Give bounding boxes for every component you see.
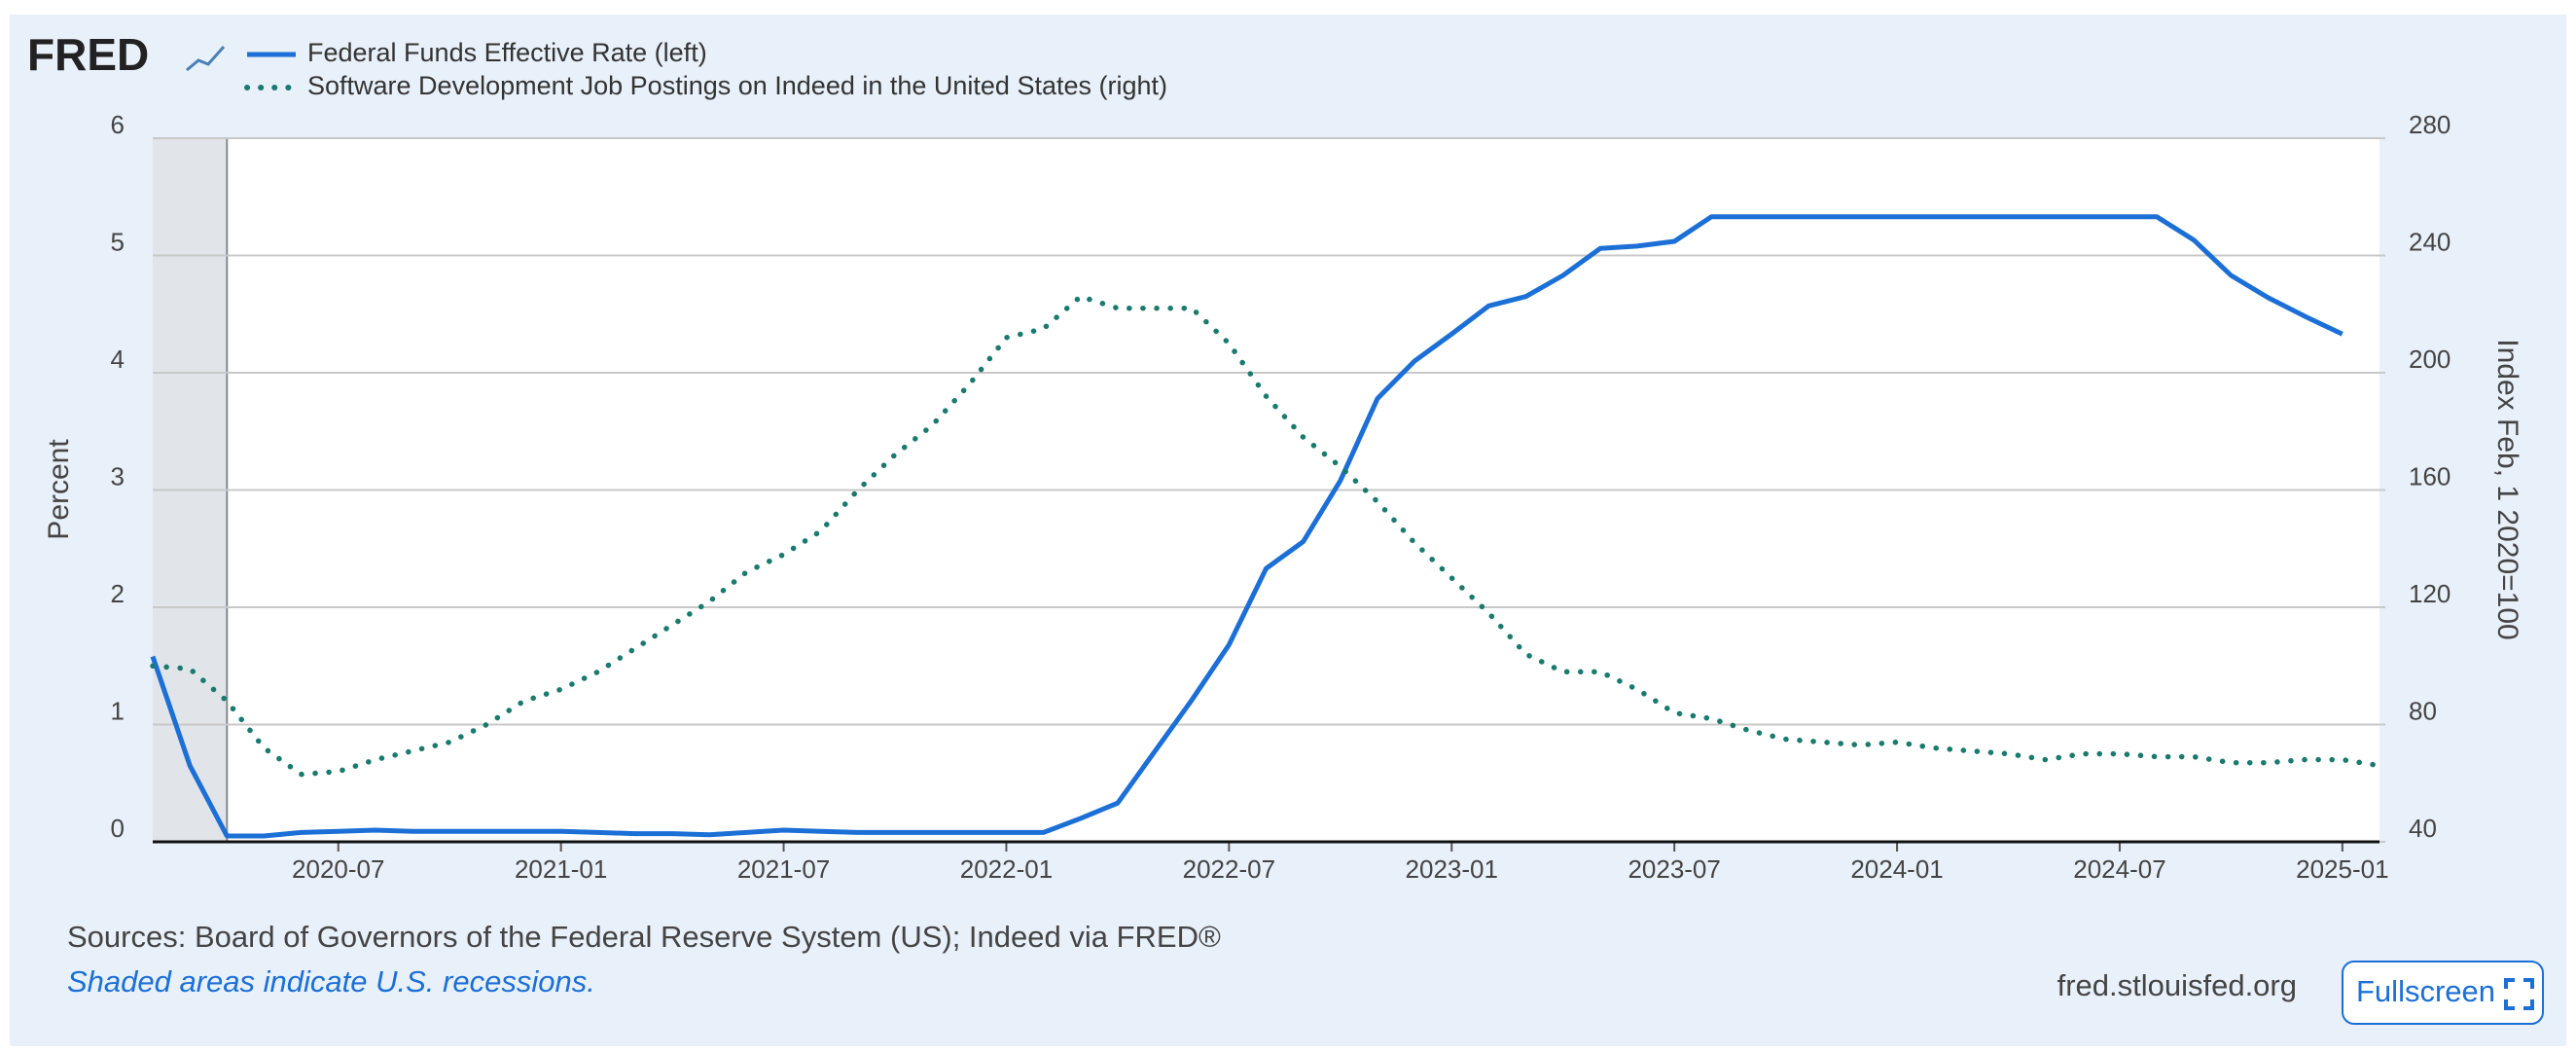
y-tick-label: 0 xyxy=(111,814,125,843)
y-tick-label: 1 xyxy=(111,696,125,725)
y-tick-label: 5 xyxy=(111,227,125,256)
legend-label: Software Development Job Postings on Ind… xyxy=(307,71,1167,100)
series-line xyxy=(150,214,2343,839)
x-tick-label: 2024-01 xyxy=(1850,854,1943,884)
y2-tick-label: 240 xyxy=(2409,227,2451,256)
y2-tick-label: 160 xyxy=(2409,461,2451,490)
button-frame[interactable] xyxy=(2342,961,2544,1025)
series-line xyxy=(150,293,2382,778)
fullscreen-icon[interactable] xyxy=(2504,978,2534,1010)
x-tick-label: 2025-01 xyxy=(2296,854,2388,884)
y-tick-label: 4 xyxy=(111,345,125,374)
button-label[interactable]: Fullscreen xyxy=(2356,974,2495,1008)
x-tick-label: 2021-01 xyxy=(515,854,607,884)
y2-tick-label: 40 xyxy=(2409,814,2437,843)
x-tick-label: 2024-07 xyxy=(2073,854,2165,884)
x-tick-label: 2022-01 xyxy=(960,854,1053,884)
site-url: fred.stlouisfed.org xyxy=(2057,968,2297,1002)
logo-icon xyxy=(186,46,226,72)
y-axis-label: Percent xyxy=(43,439,75,540)
x-tick-label: 2022-07 xyxy=(1183,854,1275,884)
y-tick-label: 2 xyxy=(111,579,125,608)
logo: FRED xyxy=(27,29,149,80)
y2-tick-label: 280 xyxy=(2409,110,2451,139)
x-tick-label: 2021-07 xyxy=(737,854,830,884)
y-tick-label: 3 xyxy=(111,461,125,490)
y-tick-label: 6 xyxy=(111,110,125,139)
x-tick-label: 2023-01 xyxy=(1406,854,1498,884)
y2-axis-label: Index Feb, 1 2020=100 xyxy=(2491,339,2523,639)
y2-tick-label: 200 xyxy=(2409,345,2451,374)
recession-note: Shaded areas indicate U.S. recessions. xyxy=(67,964,595,999)
y2-tick-label: 80 xyxy=(2409,696,2437,725)
legend-label: Federal Funds Effective Rate (left) xyxy=(307,38,707,67)
x-tick-label: 2023-07 xyxy=(1628,854,1720,884)
fullscreen-button[interactable]: Fullscreen xyxy=(2342,961,2544,1025)
x-tick-label: 2020-07 xyxy=(292,854,384,884)
sources: Sources: Board of Governors of the Feder… xyxy=(67,920,1221,954)
y2-tick-label: 120 xyxy=(2409,579,2451,608)
